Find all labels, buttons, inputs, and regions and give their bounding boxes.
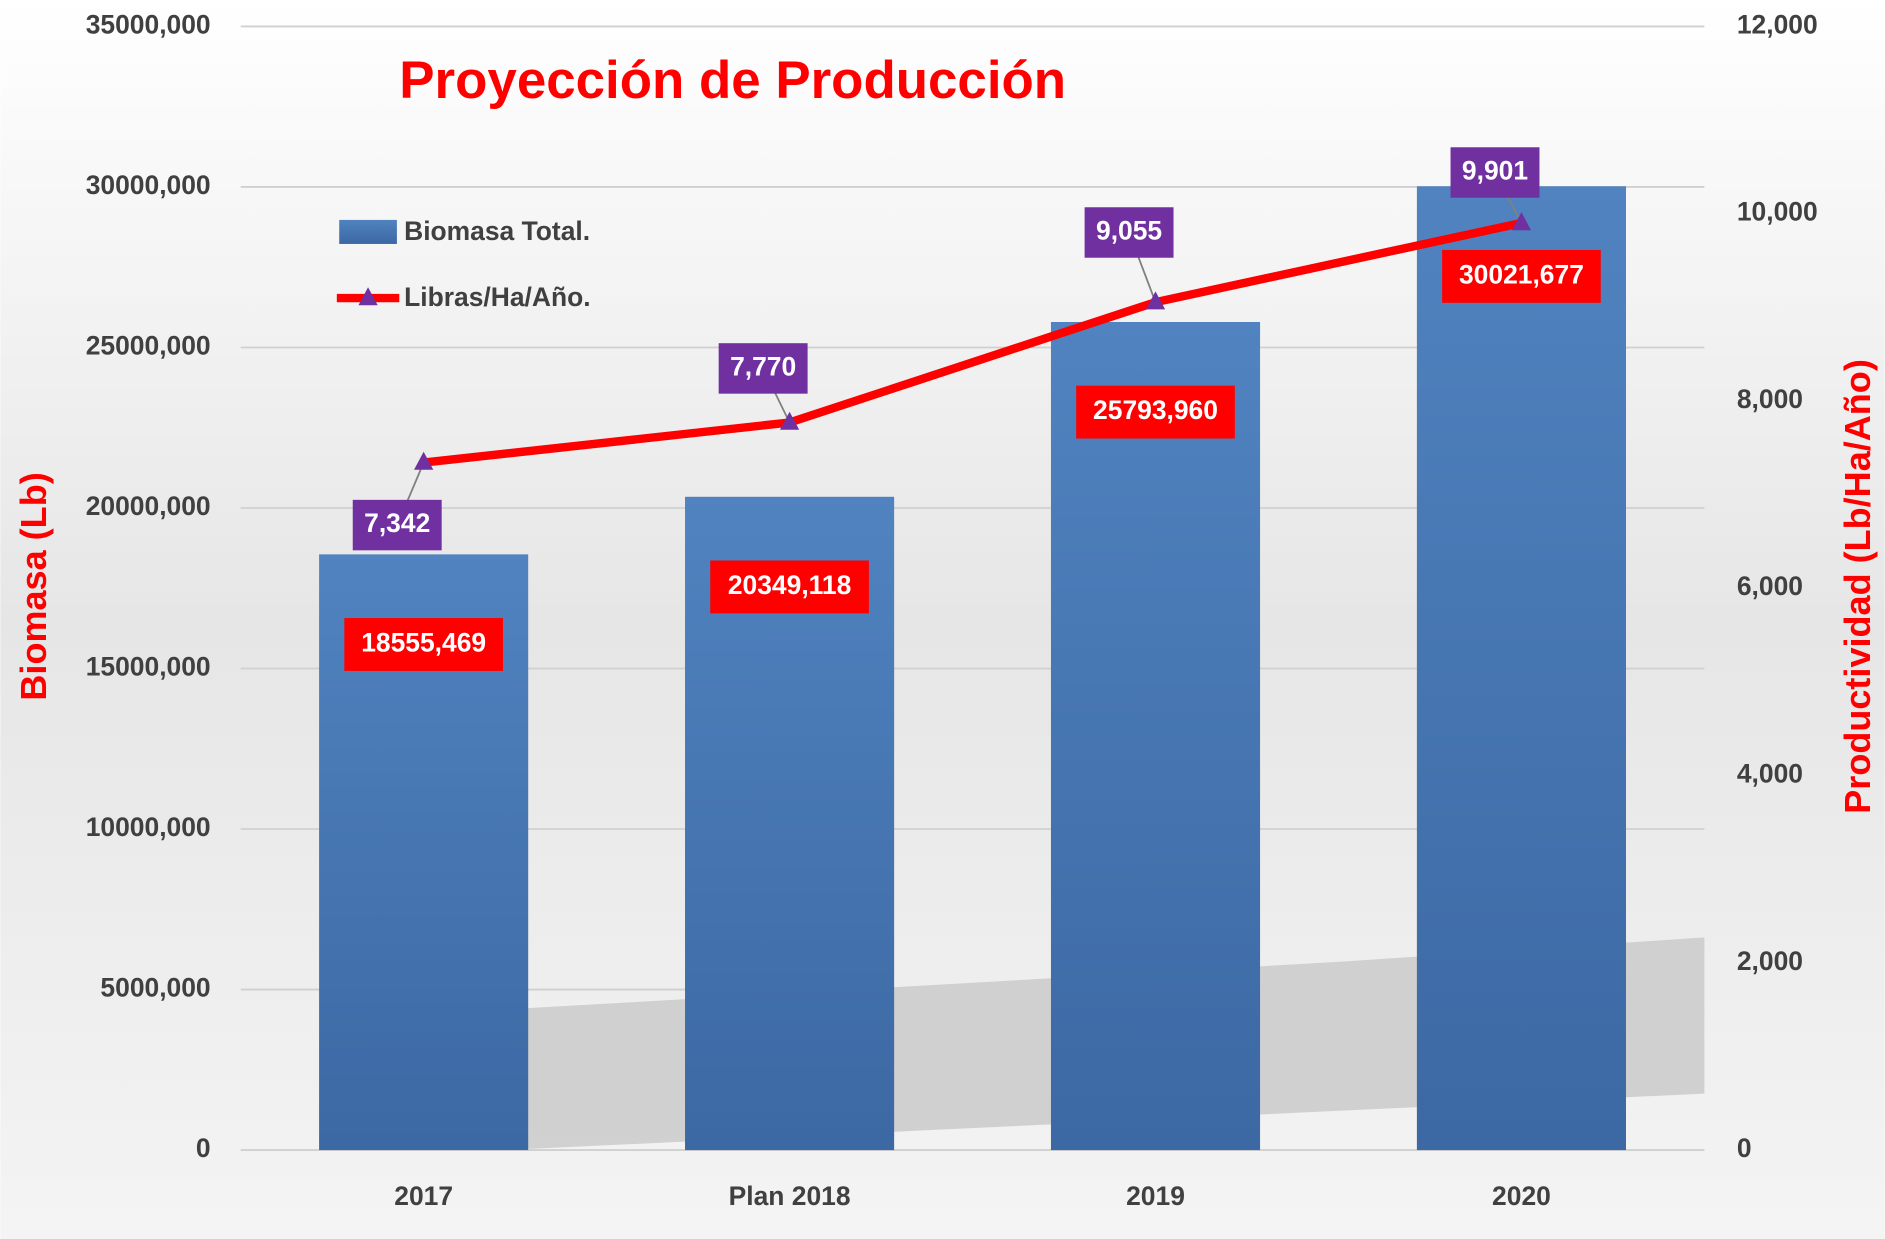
y2-tick-label: 8,000 bbox=[1737, 384, 1803, 414]
data-label-box bbox=[1450, 147, 1540, 198]
y2-axis-label: Productividad (Lb/Ha/Año) bbox=[1837, 359, 1878, 814]
data-label: 25793,960 bbox=[1093, 395, 1218, 425]
marker bbox=[1511, 212, 1532, 231]
bar bbox=[1050, 321, 1261, 1151]
y-tick-label: 25000,000 bbox=[86, 330, 211, 360]
data-label-box bbox=[710, 560, 869, 614]
data-label-box bbox=[352, 499, 442, 551]
y-tick-label: 5000,000 bbox=[100, 973, 210, 1003]
y2-tick-label: 12,000 bbox=[1737, 9, 1818, 39]
x-tick-label: Plan 2018 bbox=[729, 1181, 851, 1211]
data-label: 18555,469 bbox=[361, 627, 486, 657]
data-label: 20349,118 bbox=[728, 570, 851, 600]
legend-swatch bbox=[339, 219, 397, 244]
legend-label: Biomasa Total. bbox=[404, 216, 590, 246]
y2-tick-label: 2,000 bbox=[1737, 946, 1803, 976]
data-label: 7,770 bbox=[730, 351, 796, 381]
legend-marker bbox=[358, 287, 378, 306]
data-label: 7,342 bbox=[364, 508, 430, 538]
x-tick-label: 2020 bbox=[1492, 1181, 1551, 1211]
x-tick-label: 2017 bbox=[394, 1181, 453, 1211]
y2-tick-label: 6,000 bbox=[1737, 571, 1803, 601]
chart-title: Proyección de Producción bbox=[399, 51, 1066, 110]
bar bbox=[1416, 186, 1626, 1151]
legend-label: Libras/Ha/Año. bbox=[404, 282, 590, 312]
marker bbox=[1145, 291, 1166, 310]
data-label: 9,901 bbox=[1462, 155, 1528, 185]
y-tick-label: 15000,000 bbox=[86, 651, 211, 681]
data-label: 9,055 bbox=[1096, 215, 1162, 245]
y-tick-label: 0 bbox=[196, 1133, 211, 1163]
data-label-box bbox=[344, 618, 503, 671]
data-label-box bbox=[1084, 207, 1174, 258]
y-tick-label: 20000,000 bbox=[86, 491, 211, 521]
y2-tick-label: 0 bbox=[1737, 1133, 1752, 1163]
y-axis-label: Biomasa (Lb) bbox=[13, 472, 54, 700]
y2-tick-label: 4,000 bbox=[1737, 759, 1803, 789]
x-tick-label: 2019 bbox=[1126, 1181, 1185, 1211]
marker bbox=[779, 411, 800, 430]
data-label-box bbox=[718, 343, 808, 394]
y-tick-label: 30000,000 bbox=[86, 170, 211, 200]
data-label: 30021,677 bbox=[1459, 259, 1584, 289]
data-label-box bbox=[1076, 385, 1235, 439]
y-tick-label: 10000,000 bbox=[86, 812, 211, 842]
y2-tick-label: 10,000 bbox=[1737, 197, 1818, 227]
data-label-box bbox=[1442, 249, 1601, 303]
marker bbox=[414, 451, 434, 470]
y-tick-label: 35000,000 bbox=[86, 9, 211, 39]
line bbox=[423, 218, 1523, 467]
